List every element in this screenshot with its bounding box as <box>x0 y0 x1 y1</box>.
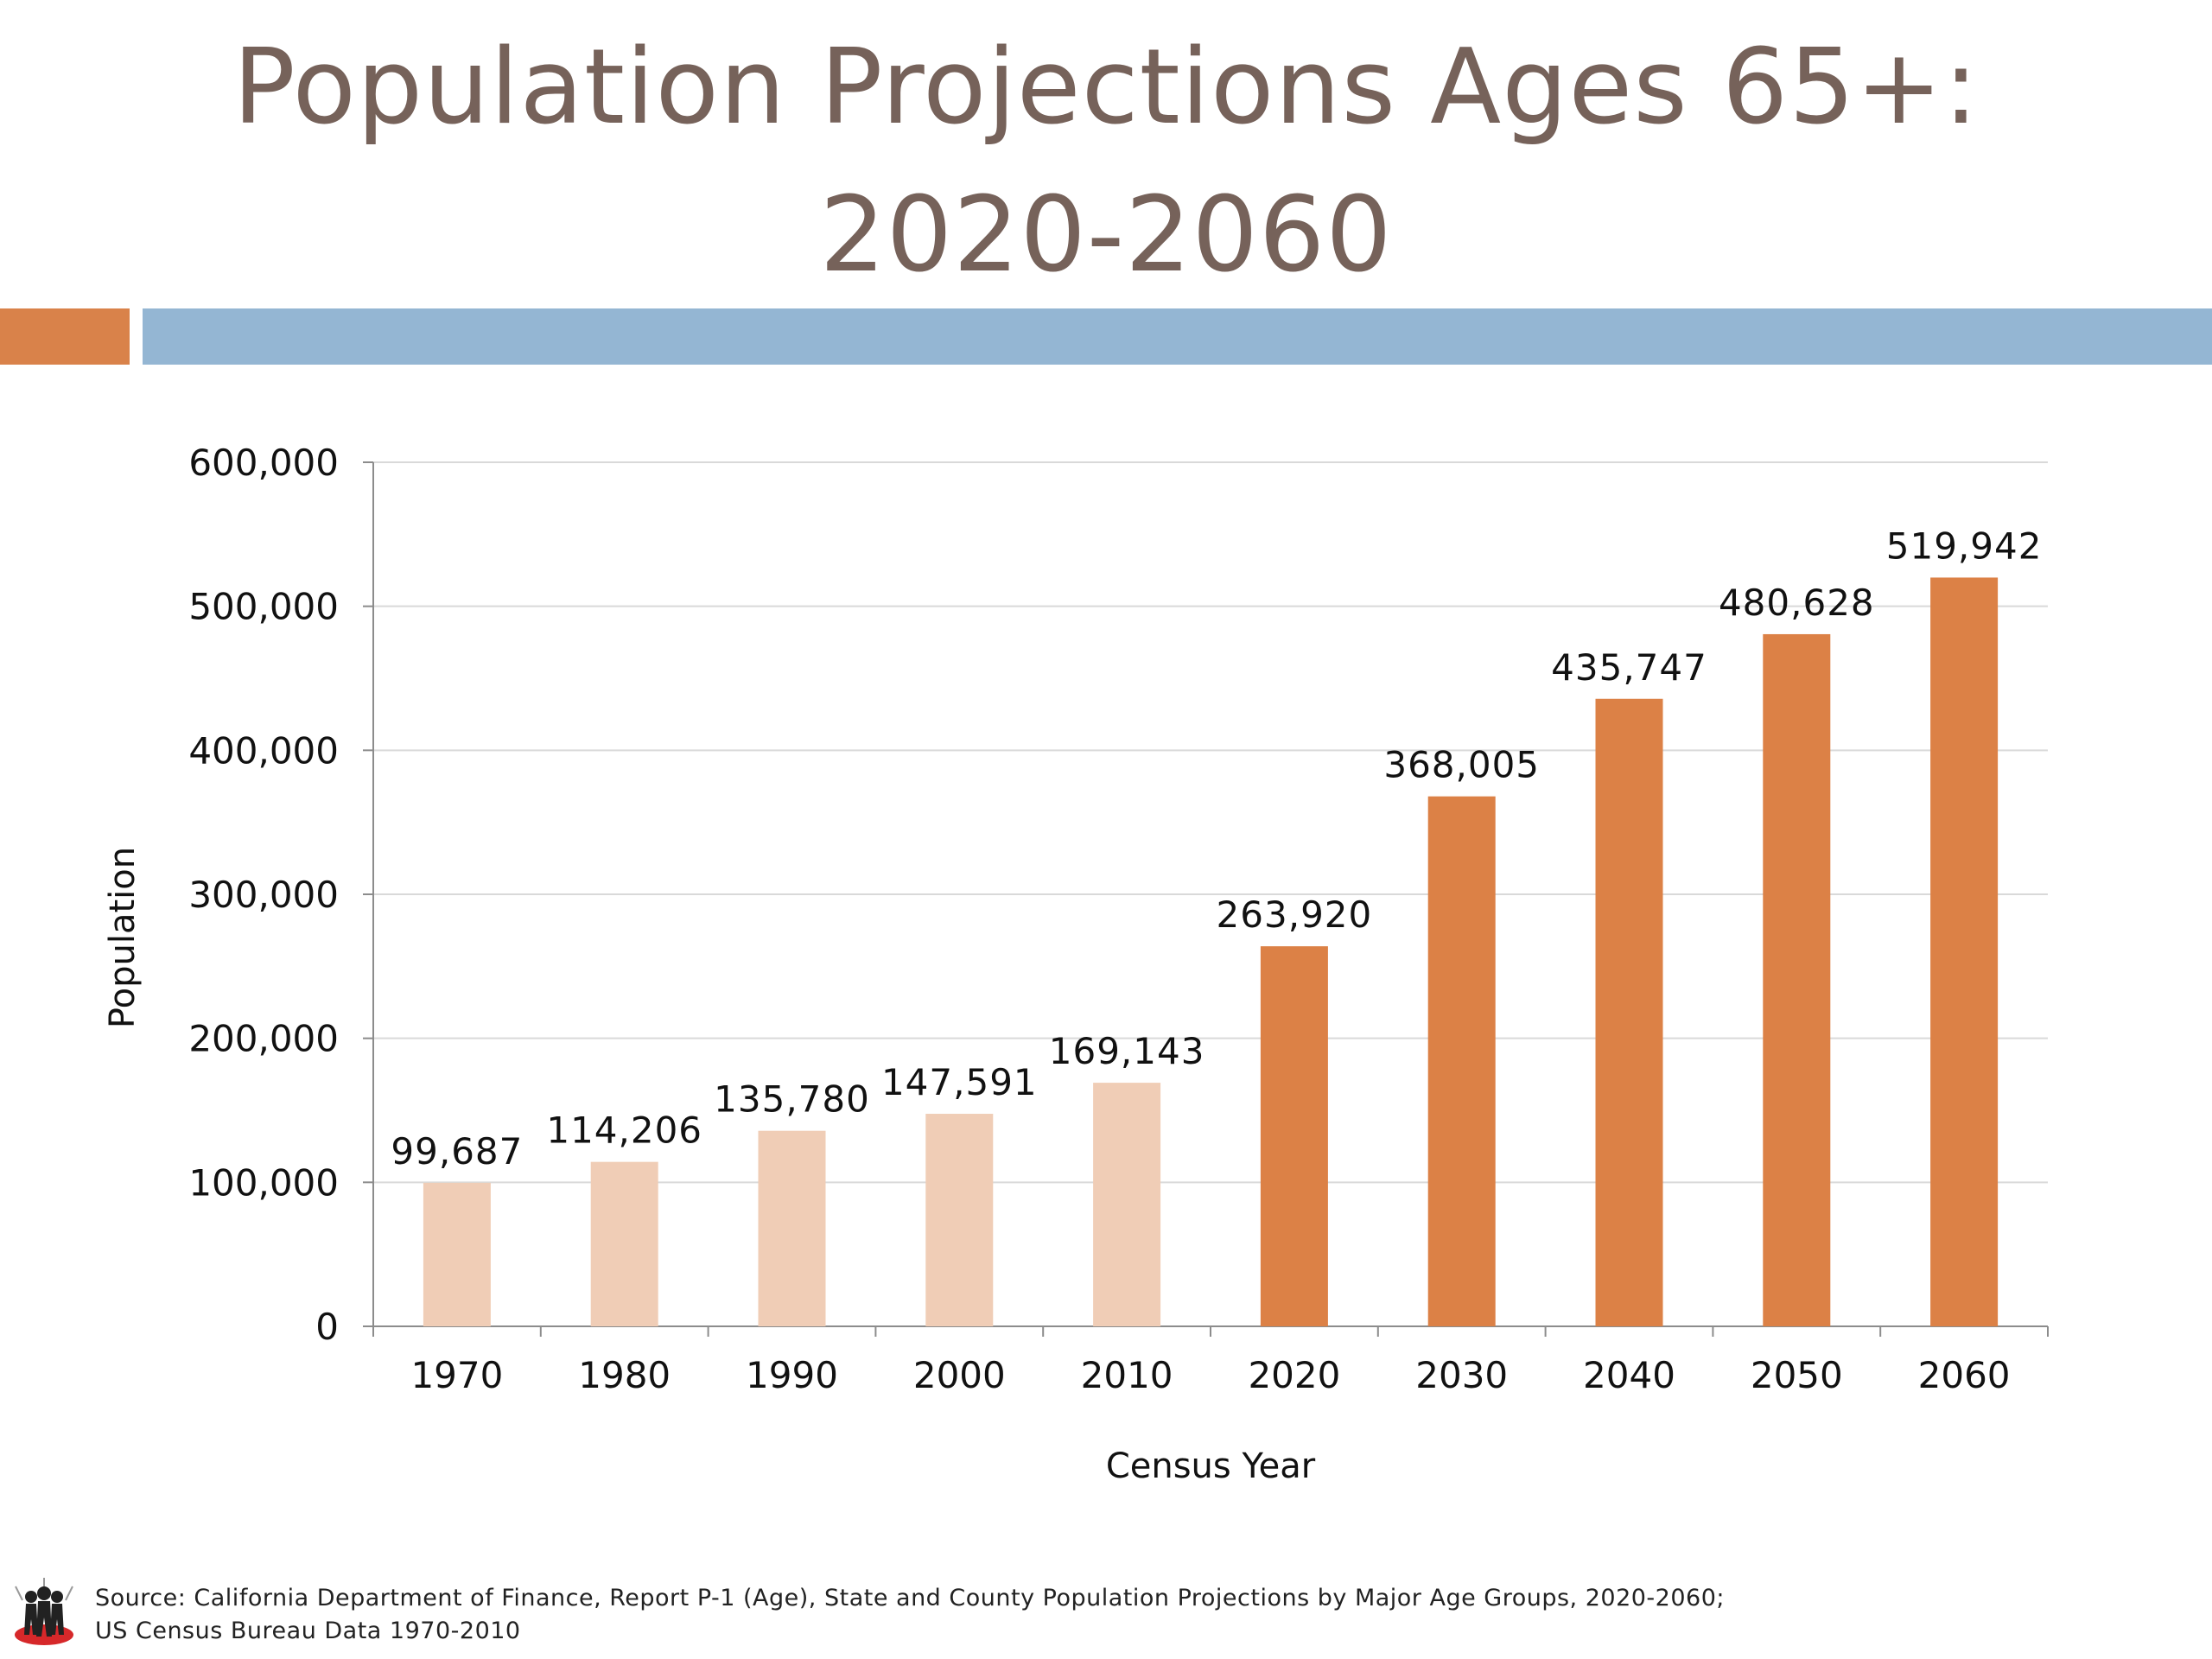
bar-2000 <box>925 1114 994 1326</box>
x-tick-label-1990: 1990 <box>746 1354 838 1396</box>
y-tick-label: 300,000 <box>188 874 339 916</box>
y-tick-label: 0 <box>315 1306 339 1348</box>
bar-2060 <box>1930 577 1999 1326</box>
bar-2040 <box>1595 698 1663 1326</box>
bar-2050 <box>1763 633 1831 1326</box>
data-label-2040: 435,747 <box>1551 646 1707 689</box>
source-note-line-1: Source: California Department of Finance… <box>95 1585 1725 1611</box>
bar-1970 <box>423 1182 491 1326</box>
y-tick-label: 500,000 <box>188 586 339 628</box>
x-tick-label-2010: 2010 <box>1081 1354 1173 1396</box>
slide-title-line-2: 2020-2060 <box>819 175 1393 296</box>
y-axis-title: Population <box>103 847 143 1028</box>
data-label-1990: 135,780 <box>714 1078 870 1121</box>
slide-title-line-1: Population Projections Ages 65+: <box>232 28 1980 148</box>
data-label-2020: 263,920 <box>1217 893 1373 936</box>
accent-band-right <box>143 308 2212 365</box>
x-tick-label-2040: 2040 <box>1583 1354 1675 1396</box>
x-tick-label-2050: 2050 <box>1751 1354 1843 1396</box>
people-logo-icon <box>15 1578 73 1645</box>
data-label-2000: 147,591 <box>881 1061 1038 1103</box>
x-tick-label-2020: 2020 <box>1248 1354 1340 1396</box>
x-tick-label-2030: 2030 <box>1415 1354 1508 1396</box>
y-tick-label: 100,000 <box>188 1161 339 1204</box>
x-tick-label-2060: 2060 <box>1918 1354 2011 1396</box>
data-label-2030: 368,005 <box>1383 744 1540 786</box>
data-label-1980: 114,206 <box>546 1109 702 1152</box>
source-note-line-2: US Census Bureau Data 1970-2010 <box>95 1618 521 1644</box>
bar-1990 <box>758 1130 826 1326</box>
bar-2030 <box>1427 796 1496 1326</box>
y-tick-label: 200,000 <box>188 1018 339 1060</box>
x-tick-label-1970: 1970 <box>410 1354 503 1396</box>
x-axis-title: Census Year <box>1106 1446 1316 1486</box>
bar-1980 <box>590 1161 658 1326</box>
bar-2020 <box>1260 946 1328 1326</box>
x-tick-label-2000: 2000 <box>913 1354 1006 1396</box>
y-tick-label: 600,000 <box>188 442 339 484</box>
data-label-1970: 99,687 <box>391 1130 523 1173</box>
accent-block-left <box>0 308 130 365</box>
data-label-2050: 480,628 <box>1719 582 1875 624</box>
data-label-2010: 169,143 <box>1049 1030 1205 1072</box>
y-tick-label: 400,000 <box>188 729 339 772</box>
data-label-2060: 519,942 <box>1886 524 2043 567</box>
bar-2010 <box>1093 1083 1161 1326</box>
x-tick-label-1980: 1980 <box>578 1354 671 1396</box>
